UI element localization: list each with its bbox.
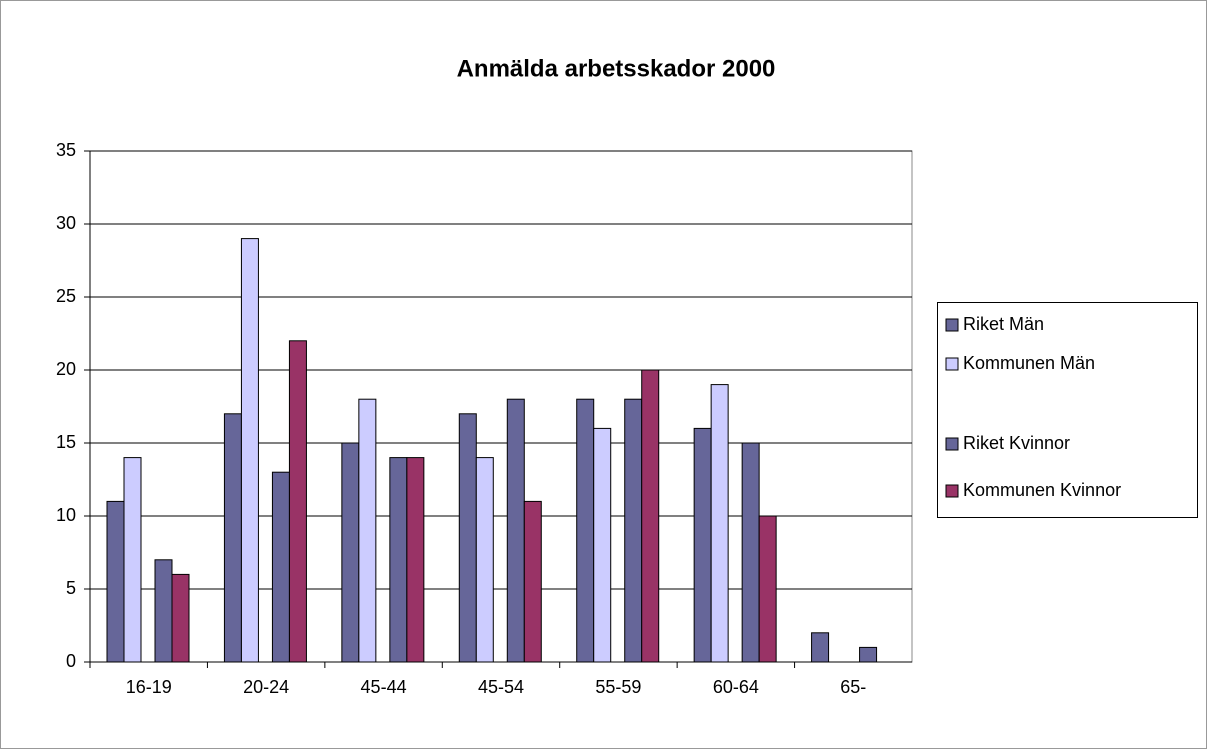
legend-label: Kommunen Kvinnor	[963, 480, 1121, 500]
legend-label: Kommunen Män	[963, 353, 1095, 373]
bar	[154, 559, 173, 663]
y-tick-label: 25	[56, 286, 76, 306]
x-tick-label: 16-19	[126, 677, 172, 697]
legend-swatch	[945, 318, 959, 332]
bar	[758, 515, 777, 663]
bar	[859, 646, 878, 663]
bar	[693, 427, 712, 663]
y-tick-label: 15	[56, 432, 76, 452]
bar	[288, 340, 307, 663]
y-tick-label: 0	[66, 651, 76, 671]
bar	[593, 427, 612, 663]
bar	[171, 573, 190, 663]
y-tick-label: 10	[56, 505, 76, 525]
bar	[123, 457, 142, 663]
plot-area	[89, 150, 913, 663]
bar	[240, 238, 259, 663]
y-tick-label: 20	[56, 359, 76, 379]
legend-label: Riket Män	[963, 314, 1044, 334]
legend-swatch	[945, 437, 959, 451]
legend-swatch	[945, 484, 959, 498]
bar	[389, 457, 408, 663]
bar	[475, 457, 494, 663]
bar	[523, 500, 542, 663]
x-tick-label: 60-64	[713, 677, 759, 697]
bar	[358, 398, 377, 663]
y-tick-label: 30	[56, 213, 76, 233]
bar	[710, 384, 729, 663]
bar	[506, 398, 525, 663]
x-tick-label: 45-44	[361, 677, 407, 697]
legend-label: Riket Kvinnor	[963, 433, 1070, 453]
x-tick-label: 65-	[840, 677, 866, 697]
y-tick-label: 35	[56, 140, 76, 160]
bar	[624, 398, 643, 663]
bar	[271, 471, 290, 663]
bar	[341, 442, 360, 663]
x-tick-label: 20-24	[243, 677, 289, 697]
x-tick-label: 45-54	[478, 677, 524, 697]
bar	[458, 413, 477, 663]
bar	[741, 442, 760, 663]
bar	[641, 369, 660, 663]
chart-title: Anmälda arbetsskador 2000	[457, 55, 776, 82]
legend-swatch	[945, 357, 959, 371]
bar	[106, 500, 125, 663]
y-tick-label: 5	[66, 578, 76, 598]
bar	[223, 413, 242, 663]
bar	[406, 457, 425, 663]
bar	[811, 632, 830, 663]
legend	[937, 302, 1198, 518]
x-tick-label: 55-59	[595, 677, 641, 697]
bar	[576, 398, 595, 663]
